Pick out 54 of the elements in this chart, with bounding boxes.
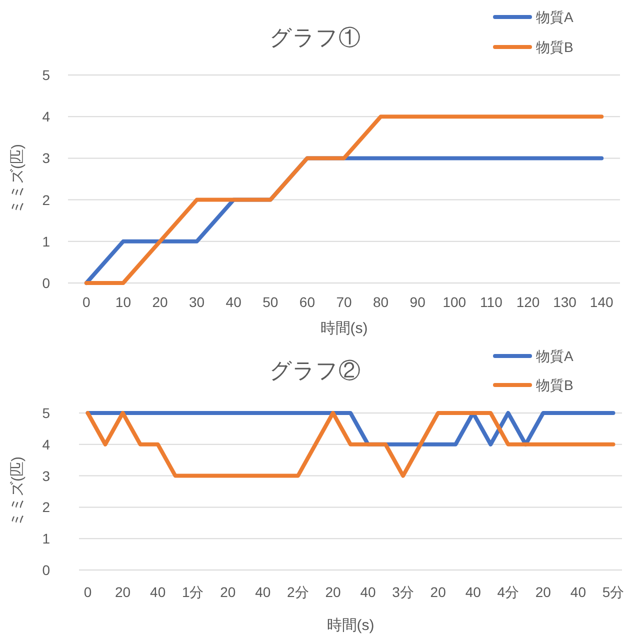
- y-axis-title: ミミズ(匹): [9, 456, 26, 526]
- y-tick-label: 5: [42, 405, 50, 421]
- x-axis-title: 時間(s): [320, 320, 368, 337]
- x-tick-label: 20: [115, 584, 131, 600]
- x-tick-label: 20: [220, 584, 236, 600]
- x-tick-label: 140: [590, 294, 614, 310]
- x-axis-title: 時間(s): [326, 617, 374, 634]
- legend-label: 物質B: [536, 39, 574, 55]
- x-tick-label: 120: [516, 294, 540, 310]
- y-tick-label: 3: [42, 468, 50, 484]
- x-tick-label: 40: [465, 584, 482, 600]
- y-tick-label: 0: [42, 275, 50, 291]
- x-tick-label: 40: [570, 584, 586, 600]
- x-tick-label: 1分: [182, 584, 204, 600]
- y-tick-label: 4: [42, 108, 50, 125]
- x-tick-label: 20: [535, 584, 552, 600]
- x-tick-label: 20: [152, 294, 168, 310]
- x-tick-label: 20: [430, 584, 446, 600]
- y-tick-label: 2: [42, 192, 50, 208]
- x-tick-label: 4分: [497, 584, 520, 600]
- legend-label: 物質A: [536, 348, 574, 364]
- x-tick-label: 60: [299, 294, 316, 310]
- x-tick-label: 100: [442, 294, 466, 310]
- x-tick-label: 10: [115, 294, 132, 310]
- x-tick-label: 0: [82, 294, 90, 310]
- y-tick-label: 3: [42, 150, 50, 166]
- x-tick-label: 2分: [287, 584, 309, 600]
- x-tick-label: 40: [255, 584, 271, 600]
- y-tick-label: 5: [42, 67, 50, 83]
- x-tick-label: 80: [373, 294, 389, 310]
- chart-title: グラフ②: [270, 358, 360, 383]
- y-axis-title: ミミズ(匹): [9, 144, 26, 214]
- chart-title: グラフ①: [270, 25, 360, 50]
- x-tick-label: 40: [226, 294, 242, 310]
- x-tick-label: 3分: [392, 584, 414, 600]
- y-tick-label: 4: [42, 436, 50, 452]
- y-tick-label: 2: [42, 499, 50, 516]
- x-tick-label: 5分: [602, 584, 624, 600]
- y-tick-label: 0: [42, 562, 50, 578]
- x-tick-label: 70: [336, 294, 352, 310]
- legend-label: 物質A: [536, 9, 574, 25]
- y-tick-label: 1: [42, 530, 50, 547]
- x-tick-label: 90: [410, 294, 426, 310]
- x-tick-label: 110: [480, 294, 503, 310]
- legend-label: 物質B: [536, 377, 574, 393]
- y-tick-label: 1: [42, 233, 50, 250]
- line-series: [84, 114, 604, 285]
- x-tick-label: 130: [553, 294, 577, 310]
- x-tick-label: 0: [84, 584, 92, 600]
- x-tick-label: 50: [262, 294, 278, 310]
- x-tick-label: 40: [360, 584, 376, 600]
- x-tick-label: 20: [325, 584, 341, 600]
- x-tick-label: 30: [189, 294, 205, 310]
- x-tick-label: 40: [150, 584, 166, 600]
